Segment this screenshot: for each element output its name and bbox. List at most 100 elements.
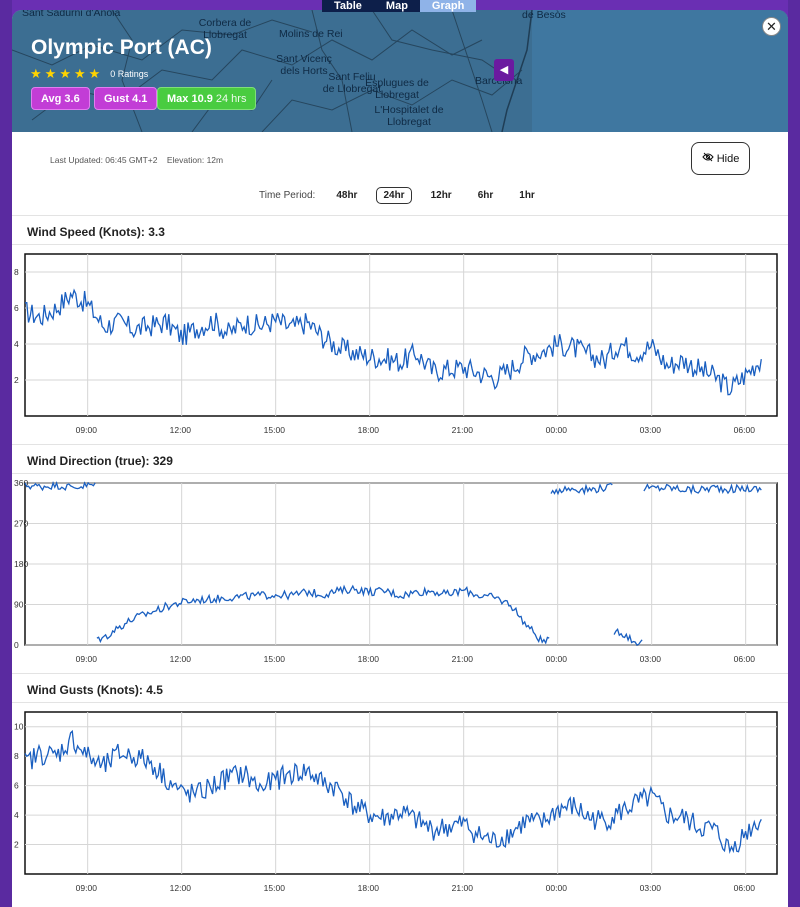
station-meta: Last Updated: 06:45 GMT+2 Elevation: 12m (50, 155, 230, 165)
station-panel: Sant Sadurni d'Anoia Corbera de Llobrega… (12, 10, 788, 907)
map-label: Sant Vicenç dels Horts (276, 53, 332, 77)
eye-slash-icon (702, 152, 714, 165)
y-tick-label: 360 (14, 478, 28, 488)
y-tick-label: 90 (14, 600, 24, 610)
x-tick-label: 12:00 (170, 654, 192, 664)
y-tick-label: 10 (14, 722, 24, 732)
series-line (24, 288, 762, 396)
plot-frame (24, 253, 778, 417)
station-title: Olympic Port (AC) (31, 36, 212, 59)
period-option-48hr[interactable]: 48hr (336, 190, 358, 201)
y-tick-label: 4 (14, 810, 19, 820)
x-tick-label: 06:00 (734, 425, 756, 435)
y-tick-label: 8 (14, 751, 19, 761)
ratings-count: 0 Ratings (110, 69, 149, 79)
period-option-24hr[interactable]: 24hr (376, 187, 412, 204)
x-tick-label: 03:00 (640, 883, 662, 893)
map-background (12, 10, 788, 132)
series-line (613, 627, 643, 646)
x-tick-label: 12:00 (170, 883, 192, 893)
y-tick-label: 6 (14, 781, 19, 791)
period-option-1hr[interactable]: 1hr (519, 190, 535, 201)
period-option-12hr[interactable]: 12hr (430, 190, 452, 201)
x-tick-label: 03:00 (640, 425, 662, 435)
wind-gusts-title: Wind Gusts (Knots): 4.5 (27, 683, 163, 697)
x-tick-label: 03:00 (640, 654, 662, 664)
divider (12, 444, 788, 445)
divider (12, 244, 788, 245)
elevation: Elevation: 12m (166, 155, 224, 165)
tab-map[interactable]: Map (373, 0, 420, 12)
max-period: 24 hrs (215, 93, 247, 105)
y-tick-label: 8 (14, 267, 19, 277)
station-header: Sant Sadurni d'Anoia Corbera de Llobrega… (12, 10, 788, 132)
map-label: de Besòs (522, 10, 566, 21)
station-marker-icon[interactable]: ◀ (494, 59, 514, 81)
tab-graph[interactable]: Graph (419, 0, 477, 12)
x-tick-label: 06:00 (734, 883, 756, 893)
view-tabs: Table Map Graph (322, 0, 477, 12)
x-tick-label: 00:00 (546, 425, 568, 435)
star-icon[interactable]: ★ (88, 66, 101, 81)
wind-direction-title: Wind Direction (true): 329 (27, 454, 173, 468)
max-badge: Max 10.9 24 hrs (157, 87, 257, 110)
series-line (24, 729, 762, 855)
last-updated: Last Updated: 06:45 GMT+2 (50, 155, 158, 165)
star-icon[interactable]: ★ (73, 66, 86, 81)
gust-badge: Gust 4.1 (94, 87, 158, 110)
hide-button[interactable]: Hide (691, 142, 750, 175)
divider (12, 702, 788, 703)
x-tick-label: 09:00 (76, 883, 98, 893)
x-tick-label: 12:00 (170, 425, 192, 435)
max-value: Max 10.9 (167, 93, 213, 105)
star-icon[interactable]: ★ (59, 66, 71, 81)
x-tick-label: 21:00 (452, 654, 474, 664)
period-option-6hr[interactable]: 6hr (477, 190, 494, 201)
y-tick-label: 180 (14, 559, 28, 569)
y-tick-label: 6 (14, 303, 19, 313)
series-line (24, 481, 96, 492)
x-tick-label: 21:00 (452, 425, 474, 435)
x-tick-label: 21:00 (452, 883, 474, 893)
x-tick-label: 00:00 (546, 654, 568, 664)
background-strip-left (0, 0, 12, 907)
star-icon[interactable]: ★ (44, 66, 57, 81)
x-tick-label: 09:00 (76, 425, 98, 435)
x-tick-label: 15:00 (264, 425, 286, 435)
x-tick-label: 15:00 (264, 654, 286, 664)
series-line (96, 584, 550, 645)
plot-frame (24, 711, 778, 875)
time-period-selector: Time Period: 48hr 24hr 12hr 6hr 1hr (259, 187, 548, 204)
avg-badge: Avg 3.6 (31, 87, 90, 110)
wind-speed-chart: 2 4 6 8 09:00 12:00 15:00 18:00 21:00 00:00 03:00 0… (14, 253, 778, 435)
background-strip-right (788, 0, 800, 907)
y-tick-label: 4 (14, 339, 19, 349)
y-tick-label: 0 (14, 640, 19, 650)
y-tick-label: 270 (14, 519, 28, 529)
map-label: Esplugues de Llobregat (365, 77, 429, 101)
x-tick-label: 09:00 (76, 654, 98, 664)
x-tick-label: 18:00 (358, 425, 380, 435)
map-label: Sant Sadurni d'Anoia (22, 10, 121, 19)
x-tick-label: 18:00 (358, 654, 380, 664)
hide-label: Hide (716, 152, 740, 165)
series-line (550, 482, 613, 496)
divider (12, 673, 788, 674)
rating-stars[interactable]: ★ ★ ★ ★ ★ 0 Ratings (30, 66, 148, 82)
map-label: Molins de Rei (279, 28, 343, 40)
map-label: Corbera de Llobregat (198, 17, 252, 41)
tab-table[interactable]: Table (322, 0, 374, 12)
map-label: Sant Feliu de Llobregat (322, 71, 382, 95)
wind-speed-title: Wind Speed (Knots): 3.3 (27, 225, 165, 239)
x-tick-label: 00:00 (546, 883, 568, 893)
x-tick-label: 18:00 (358, 883, 380, 893)
close-button[interactable]: ✕ (762, 17, 781, 36)
series-line (643, 483, 762, 495)
map-label: L'Hospitalet de Llobregat (374, 104, 444, 128)
x-tick-label: 06:00 (734, 654, 756, 664)
x-tick-label: 15:00 (264, 883, 286, 893)
time-period-label: Time Period: (259, 190, 316, 201)
divider (12, 473, 788, 474)
y-tick-label: 2 (14, 375, 19, 385)
star-icon[interactable]: ★ (30, 66, 42, 81)
